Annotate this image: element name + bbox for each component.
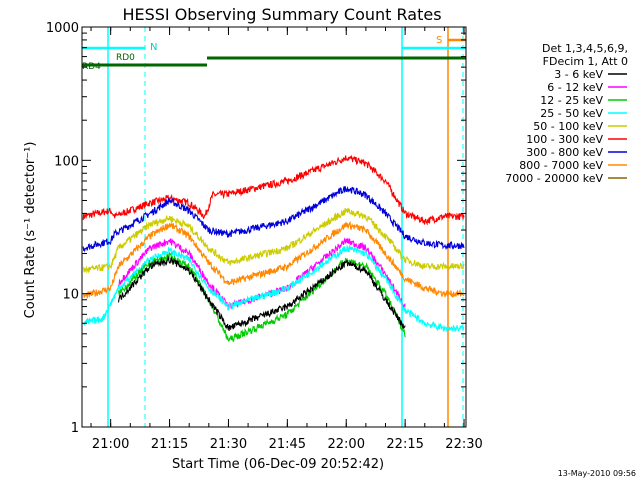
y-tick-label-3: 1000 [46, 21, 79, 36]
y-tick-label-0: 1 [71, 421, 79, 436]
legend-label-4: 50 - 100 keV [533, 120, 603, 133]
plot-timestamp: 13-May-2010 09:56 [558, 469, 636, 478]
x-tick-label-2: 21:30 [210, 437, 247, 452]
x-tick-label-1: 21:15 [151, 437, 188, 452]
legend: Det 1,3,4,5,6,9,FDecim 1, Att 03 - 6 keV… [505, 42, 628, 185]
legend-label-0: 3 - 6 keV [554, 68, 603, 81]
legend-header-0: Det 1,3,4,5,6,9, [542, 42, 628, 55]
x-axis-label: Start Time (06-Dec-09 20:52:42) [172, 457, 384, 472]
legend-label-3: 25 - 50 keV [540, 107, 603, 120]
s-flag-label: S [436, 35, 442, 46]
legend-header-1: FDecim 1, Att 0 [543, 55, 628, 68]
axes: 21:00 21:15 21:30 21:45 22:00 22:15 22:30 1 10 10… [46, 21, 483, 452]
plot-frame [81, 26, 467, 428]
y-tick-label-2: 100 [54, 154, 79, 169]
series-line-0 [82, 154, 465, 226]
chart-title: HESSI Observing Summary Count Rates [122, 5, 441, 24]
x-tick-label-5: 22:15 [386, 437, 423, 452]
series-line-5 [82, 244, 465, 332]
legend-label-1: 6 - 12 keV [547, 81, 603, 94]
x-tick-label-4: 22:00 [328, 437, 365, 452]
legend-label-5: 100 - 300 keV [526, 133, 603, 146]
legend-label-7: 800 - 7000 keV [519, 159, 603, 172]
series-line-2 [82, 220, 465, 299]
series-line-1 [82, 186, 465, 253]
legend-label-8: 7000 - 20000 keV [505, 172, 603, 185]
y-tick-label-1: 10 [62, 288, 79, 303]
x-tick-label-3: 21:45 [269, 437, 306, 452]
rd0-label: RD0 [116, 53, 135, 63]
plot-data: N S RD0 RD4 [82, 27, 466, 427]
legend-label-6: 300 - 800 keV [526, 146, 603, 159]
n-flag-label: N [150, 42, 157, 53]
x-tick-label-0: 21:00 [92, 437, 129, 452]
x-tick-label-6: 22:30 [445, 437, 482, 452]
y-axis-label: Count Rate (s⁻¹ detector⁻¹) [23, 142, 38, 319]
series-line-6 [117, 251, 406, 343]
legend-label-2: 12 - 25 keV [540, 94, 603, 107]
series-line-3 [83, 207, 465, 274]
series-line-7 [117, 254, 406, 332]
rd4-label: RD4 [82, 62, 101, 72]
